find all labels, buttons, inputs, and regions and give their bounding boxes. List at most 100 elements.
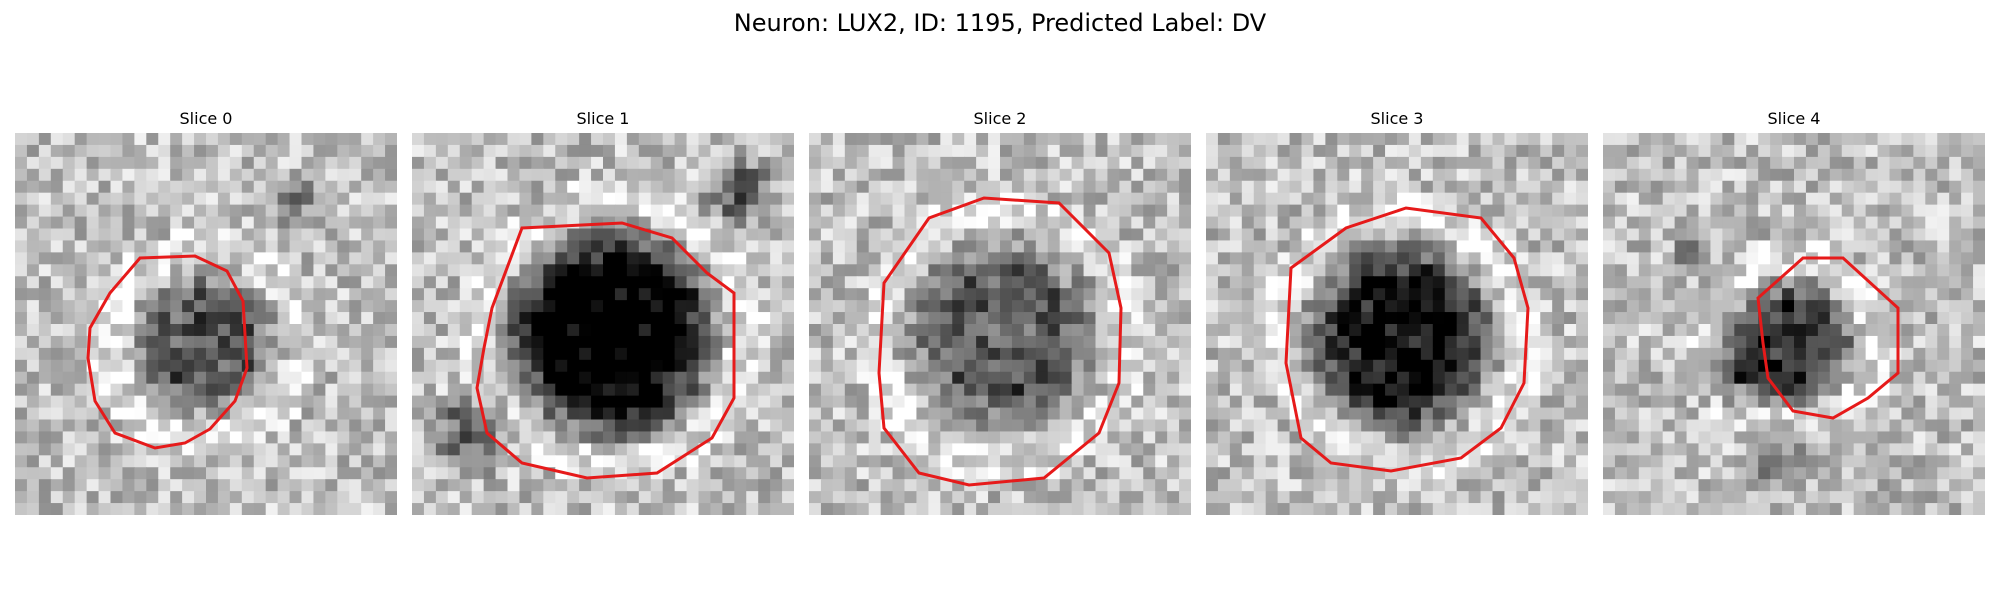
pixel-cell xyxy=(782,133,794,146)
pixel-cell xyxy=(1011,383,1025,397)
pixel-cell xyxy=(361,359,374,373)
pixel-cell xyxy=(1913,252,1926,265)
pixel-cell xyxy=(1325,204,1338,218)
pixel-cell xyxy=(1265,252,1279,265)
pixel-cell xyxy=(98,347,112,361)
pixel-cell xyxy=(1841,347,1855,361)
pixel-cell xyxy=(856,216,870,230)
pixel-cell xyxy=(1889,288,1903,301)
pixel-cell xyxy=(1504,503,1517,515)
pixel-cell xyxy=(868,216,882,230)
pixel-cell xyxy=(940,192,953,206)
pixel-cell xyxy=(1528,419,1541,433)
pixel-cell xyxy=(519,383,532,397)
pixel-cell xyxy=(1011,168,1025,182)
pixel-cell xyxy=(229,180,243,194)
pixel-cell xyxy=(1889,144,1903,158)
pixel-cell xyxy=(1229,383,1243,397)
pixel-cell xyxy=(638,192,652,206)
pixel-cell xyxy=(722,168,735,182)
pixel-cell xyxy=(373,395,386,409)
pixel-cell xyxy=(313,228,326,242)
pixel-cell xyxy=(1119,300,1132,313)
pixel-cell xyxy=(519,300,532,313)
pixel-cell xyxy=(361,144,374,158)
pixel-cell xyxy=(1961,443,1974,456)
pixel-cell xyxy=(698,240,712,253)
pixel-cell xyxy=(447,300,461,313)
pixel-cell xyxy=(146,503,159,515)
pixel-cell xyxy=(349,144,362,158)
pixel-cell xyxy=(1528,407,1541,421)
pixel-cell xyxy=(1925,324,1938,337)
pixel-cell xyxy=(856,204,870,218)
pixel-cell xyxy=(1528,491,1541,504)
pixel-cell xyxy=(158,479,171,492)
pixel-cell xyxy=(459,204,473,218)
pixel-cell xyxy=(1000,371,1013,385)
pixel-cell xyxy=(1528,204,1541,218)
pixel-cell xyxy=(1456,240,1470,253)
pixel-cell xyxy=(698,276,712,289)
pixel-cell xyxy=(1456,335,1470,349)
pixel-cell xyxy=(1552,491,1565,504)
pixel-cell xyxy=(86,407,100,421)
pixel-cell xyxy=(1397,335,1410,349)
pixel-cell xyxy=(638,383,652,397)
pixel-cell xyxy=(1901,264,1914,277)
pixel-cell xyxy=(880,204,894,218)
pixel-cell xyxy=(1000,312,1013,325)
pixel-cell xyxy=(217,312,231,325)
pixel-cell xyxy=(734,144,747,158)
pixel-cell xyxy=(459,479,473,492)
pixel-cell xyxy=(1143,180,1156,194)
pixel-cell xyxy=(746,168,759,182)
pixel-cell xyxy=(98,180,112,194)
pixel-cell xyxy=(412,264,425,277)
pixel-cell xyxy=(483,455,497,468)
pixel-cell xyxy=(1794,204,1807,218)
pixel-cell xyxy=(555,503,568,515)
pixel-cell xyxy=(1397,276,1410,289)
pixel-cell xyxy=(313,180,326,194)
pixel-cell xyxy=(976,228,989,242)
pixel-cell xyxy=(1865,240,1879,253)
pixel-cell xyxy=(253,359,267,373)
pixel-cell xyxy=(459,252,473,265)
pixel-cell xyxy=(904,180,918,194)
pixel-cell xyxy=(412,192,425,206)
pixel-cell xyxy=(940,491,953,504)
pixel-cell xyxy=(916,240,929,253)
pixel-cell xyxy=(1131,180,1144,194)
pixel-cell xyxy=(626,491,640,504)
pixel-cell xyxy=(1710,335,1723,349)
pixel-cell xyxy=(856,359,870,373)
pixel-cell xyxy=(361,503,374,515)
pixel-cell xyxy=(423,300,437,313)
pixel-cell xyxy=(1698,252,1712,265)
pixel-cell xyxy=(74,168,88,182)
pixel-cell xyxy=(1528,383,1541,397)
pixel-cell xyxy=(1937,240,1950,253)
pixel-cell xyxy=(650,431,664,444)
pixel-cell xyxy=(447,192,461,206)
pixel-cell xyxy=(26,228,40,242)
pixel-cell xyxy=(1877,300,1891,313)
pixel-cell xyxy=(122,156,135,170)
pixel-cell xyxy=(1119,216,1132,230)
pixel-cell xyxy=(122,335,135,349)
pixel-cell xyxy=(1710,264,1723,277)
pixel-cell xyxy=(1722,359,1735,373)
pixel-cell xyxy=(603,324,616,337)
pixel-cell xyxy=(1865,204,1879,218)
pixel-cell xyxy=(1023,359,1037,373)
pixel-cell xyxy=(686,312,700,325)
pixel-cell xyxy=(964,312,977,325)
pixel-cell xyxy=(26,455,40,468)
pixel-cell xyxy=(1626,228,1640,242)
pixel-cell xyxy=(1385,300,1398,313)
pixel-cell xyxy=(662,383,676,397)
pixel-cell xyxy=(1385,240,1398,253)
pixel-cell xyxy=(1047,324,1061,337)
pixel-cell xyxy=(1420,371,1434,385)
